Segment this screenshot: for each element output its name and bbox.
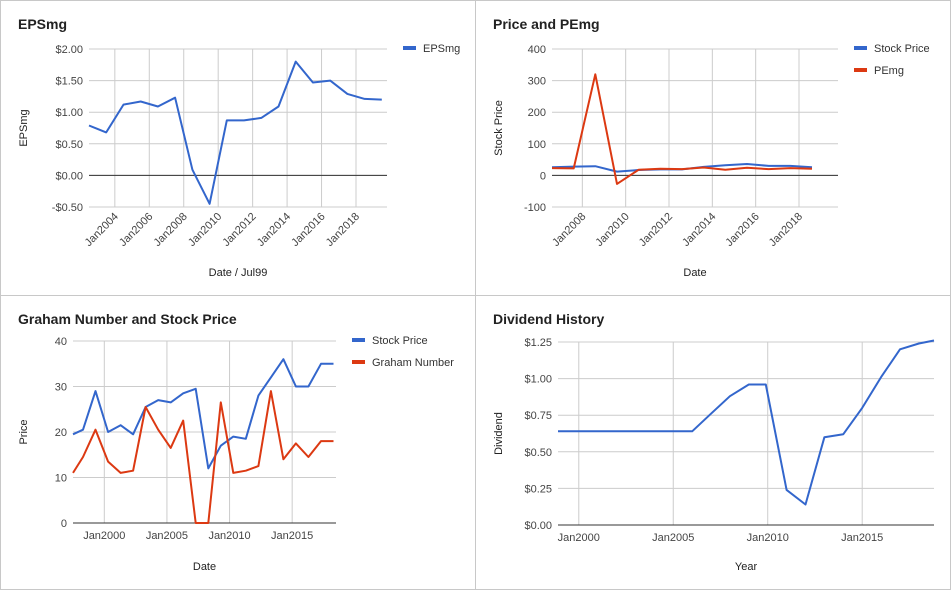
- legend-swatch: [352, 360, 365, 364]
- y-tick-label: -$0.50: [52, 202, 83, 214]
- series-line-0: [551, 163, 813, 173]
- x-tick-label: Jan2018: [324, 211, 362, 249]
- chart-title: EPSmg: [18, 16, 67, 32]
- x-tick-label: Jan2008: [550, 211, 588, 249]
- dividend-chart-panel: Dividend History $1.25 $1.00 $0.75 $0.50 $0.2…: [475, 295, 951, 590]
- legend-label: Graham Number: [372, 357, 454, 369]
- legend-label: PEmg: [874, 65, 904, 77]
- legend-swatch: [854, 46, 867, 50]
- chart-canvas: Graham Number and Stock Price 40 30 20 10 0 Ja…: [18, 311, 454, 573]
- y-tick-label: 10: [55, 473, 67, 485]
- x-axis-label: Date / Jul99: [209, 267, 268, 279]
- x-tick-label: Jan2014: [680, 211, 718, 249]
- x-axis-label: Year: [735, 561, 758, 573]
- x-tick-label: Jan2005: [146, 530, 188, 542]
- y-tick-label: -100: [524, 202, 546, 214]
- legend-swatch: [352, 338, 365, 342]
- graham-chart-panel: Graham Number and Stock Price 40 30 20 10 0 Ja…: [0, 295, 476, 590]
- y-tick-label: 20: [55, 427, 67, 439]
- x-axis-label: Date: [683, 267, 706, 279]
- y-tick-label: 100: [528, 139, 546, 151]
- x-tick-label: Jan2005: [652, 532, 694, 544]
- y-axis-label: Stock Price: [493, 100, 505, 156]
- x-tick-label: Jan2010: [747, 532, 789, 544]
- y-tick-label: 300: [528, 76, 546, 88]
- chart-title: Graham Number and Stock Price: [18, 311, 237, 327]
- x-tick-label: Jan2015: [841, 532, 883, 544]
- y-tick-label: 400: [528, 44, 546, 56]
- x-tick-label: Jan2006: [117, 211, 155, 249]
- eps-chart-panel: EPSmg $2.00 $1.50 $1.00 $0.50 $0.00 -$0.50 Jan2…: [0, 0, 476, 296]
- series-line-1: [551, 73, 813, 185]
- series-line-0: [72, 358, 334, 470]
- series-line-1: [72, 390, 334, 524]
- x-axis-label: Date: [193, 561, 216, 573]
- y-tick-label: $1.00: [524, 374, 552, 386]
- y-tick-label: $0.50: [55, 139, 83, 151]
- x-tick-label: Jan2000: [558, 532, 600, 544]
- x-tick-label: Jan2004: [83, 211, 121, 249]
- x-tick-label: Jan2016: [723, 211, 761, 249]
- y-axis-label: Dividend: [493, 412, 505, 455]
- legend-swatch: [403, 46, 416, 50]
- chart-title: Dividend History: [493, 311, 604, 327]
- legend-label: Stock Price: [372, 335, 428, 347]
- x-tick-label: Jan2010: [186, 211, 224, 249]
- y-tick-label: $0.50: [524, 447, 552, 459]
- price-pe-chart-panel: Price and PEmg 400 300 200 100 0 -100 Jan2008 Ja…: [475, 0, 951, 296]
- x-tick-label: Jan2018: [767, 211, 805, 249]
- legend-label: Stock Price: [874, 43, 930, 55]
- y-tick-label: $1.50: [55, 76, 83, 88]
- y-tick-label: $1.00: [55, 107, 83, 119]
- y-tick-label: 40: [55, 336, 67, 348]
- y-tick-label: 0: [61, 518, 67, 530]
- x-tick-label: Jan2014: [255, 211, 293, 249]
- x-tick-label: Jan2010: [208, 530, 250, 542]
- x-tick-label: Jan2016: [289, 211, 327, 249]
- chart-canvas: EPSmg$2.00$1.50$1.00$0.50$0.00-$0.50Jan2…: [18, 16, 460, 279]
- legend-swatch: [854, 68, 867, 72]
- series-line-0: [558, 339, 935, 506]
- x-tick-label: Jan2010: [593, 211, 631, 249]
- x-tick-label: Jan2015: [271, 530, 313, 542]
- y-tick-label: $0.00: [524, 520, 552, 532]
- y-axis-label: Price: [18, 419, 30, 444]
- legend-label: EPSmg: [423, 43, 460, 55]
- y-tick-label: $2.00: [55, 44, 83, 56]
- y-tick-label: 200: [528, 107, 546, 119]
- y-tick-label: $0.00: [55, 170, 83, 182]
- x-tick-label: Jan2000: [83, 530, 125, 542]
- x-tick-label: Jan2008: [152, 211, 190, 249]
- y-tick-label: $0.75: [524, 410, 552, 422]
- chart-canvas: Dividend History $1.25 $1.00 $0.75 $0.50 $0.2…: [493, 311, 935, 573]
- y-tick-label: $0.25: [524, 483, 552, 495]
- x-tick-label: Jan2012: [220, 211, 258, 249]
- y-axis-label: EPSmg: [18, 109, 30, 146]
- y-tick-label: 30: [55, 382, 67, 394]
- x-tick-label: Jan2012: [637, 211, 675, 249]
- series-line-0: [88, 60, 382, 205]
- chart-title: Price and PEmg: [493, 16, 600, 32]
- y-tick-label: 0: [540, 170, 546, 182]
- y-tick-label: $1.25: [524, 337, 552, 349]
